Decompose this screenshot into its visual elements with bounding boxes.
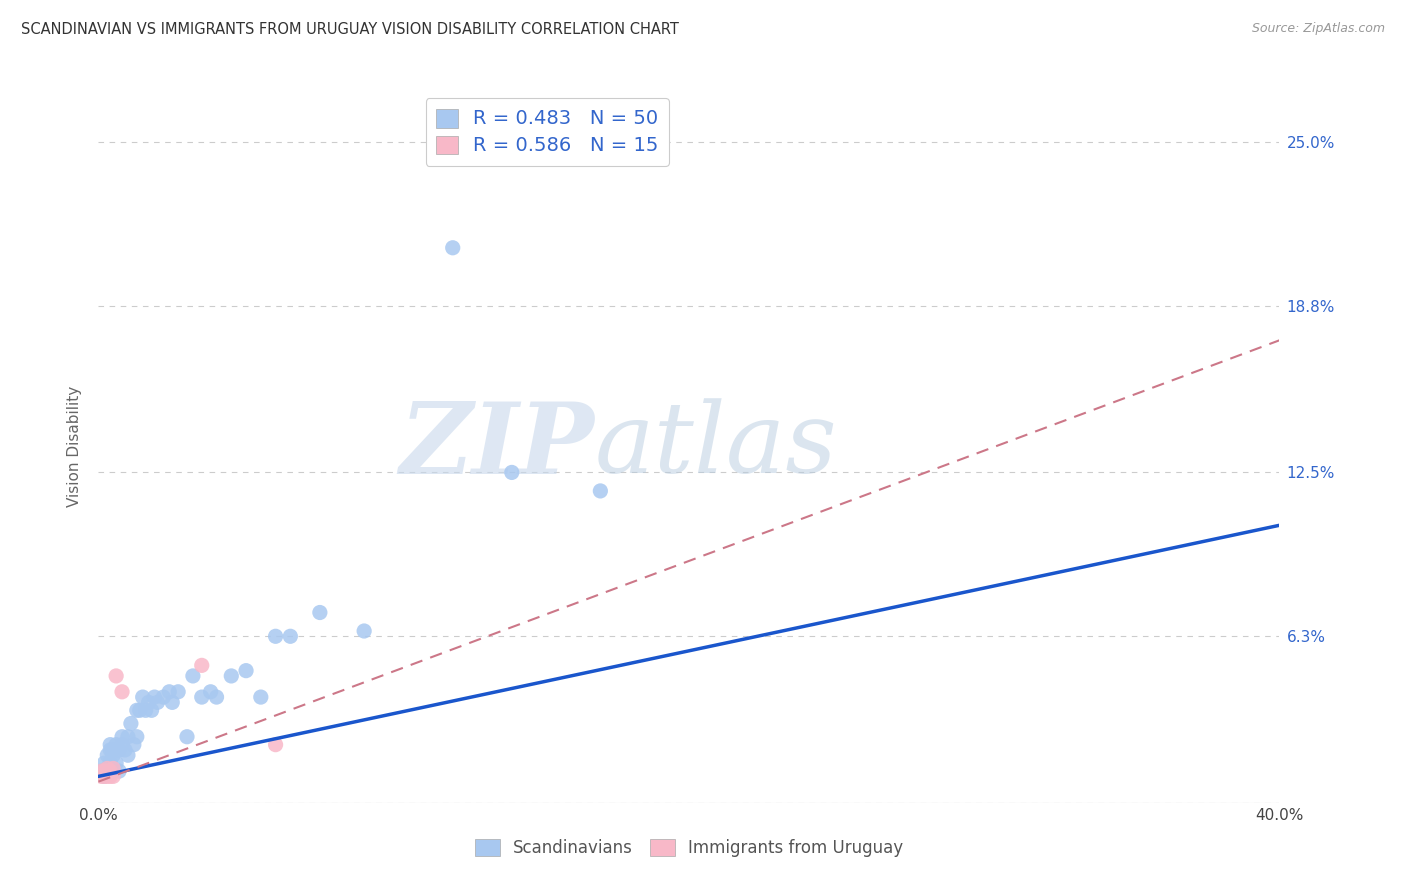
- Point: [108, 764, 131, 778]
- Point: [98, 743, 121, 757]
- Point: [141, 703, 163, 717]
- Point: [250, 690, 273, 704]
- Point: [103, 761, 125, 775]
- Point: [135, 703, 157, 717]
- Point: [162, 695, 183, 709]
- Point: [309, 606, 332, 620]
- Point: [93, 764, 115, 778]
- Point: [167, 685, 190, 699]
- Point: [90, 769, 112, 783]
- Point: [441, 241, 464, 255]
- Point: [128, 703, 150, 717]
- Legend: Scandinavians, Immigrants from Uruguay: Scandinavians, Immigrants from Uruguay: [467, 831, 911, 866]
- Text: Source: ZipAtlas.com: Source: ZipAtlas.com: [1251, 22, 1385, 36]
- Point: [98, 764, 121, 778]
- Point: [117, 748, 139, 763]
- Point: [105, 738, 128, 752]
- Point: [117, 730, 139, 744]
- Point: [103, 769, 125, 783]
- Point: [138, 695, 160, 709]
- Point: [103, 764, 125, 778]
- Point: [264, 629, 287, 643]
- Point: [278, 629, 302, 643]
- Text: ZIP: ZIP: [399, 398, 595, 494]
- Point: [98, 738, 121, 752]
- Point: [103, 748, 125, 763]
- Point: [125, 703, 148, 717]
- Point: [125, 730, 148, 744]
- Point: [501, 466, 523, 480]
- Point: [93, 756, 115, 771]
- Point: [105, 756, 128, 771]
- Point: [200, 685, 222, 699]
- Point: [143, 690, 166, 704]
- Point: [98, 756, 121, 771]
- Text: atlas: atlas: [595, 399, 837, 493]
- Point: [103, 743, 125, 757]
- Point: [152, 690, 174, 704]
- Point: [191, 690, 214, 704]
- Point: [264, 738, 287, 752]
- Point: [191, 658, 214, 673]
- Point: [96, 761, 118, 775]
- Point: [132, 690, 155, 704]
- Point: [114, 743, 136, 757]
- Point: [111, 685, 134, 699]
- Point: [146, 695, 169, 709]
- Point: [108, 743, 131, 757]
- Point: [96, 761, 118, 775]
- Point: [589, 483, 612, 498]
- Point: [353, 624, 375, 638]
- Text: SCANDINAVIAN VS IMMIGRANTS FROM URUGUAY VISION DISABILITY CORRELATION CHART: SCANDINAVIAN VS IMMIGRANTS FROM URUGUAY …: [21, 22, 679, 37]
- Point: [93, 769, 115, 783]
- Point: [93, 769, 115, 783]
- Y-axis label: Vision Disability: Vision Disability: [67, 385, 83, 507]
- Point: [90, 764, 112, 778]
- Point: [105, 669, 128, 683]
- Point: [235, 664, 257, 678]
- Point: [122, 738, 145, 752]
- Point: [90, 764, 112, 778]
- Point: [111, 738, 134, 752]
- Point: [120, 716, 142, 731]
- Point: [111, 730, 134, 744]
- Point: [176, 730, 198, 744]
- Point: [96, 764, 118, 778]
- Point: [96, 769, 118, 783]
- Point: [205, 690, 228, 704]
- Point: [181, 669, 204, 683]
- Point: [219, 669, 242, 683]
- Point: [157, 685, 180, 699]
- Point: [96, 748, 118, 763]
- Point: [98, 769, 121, 783]
